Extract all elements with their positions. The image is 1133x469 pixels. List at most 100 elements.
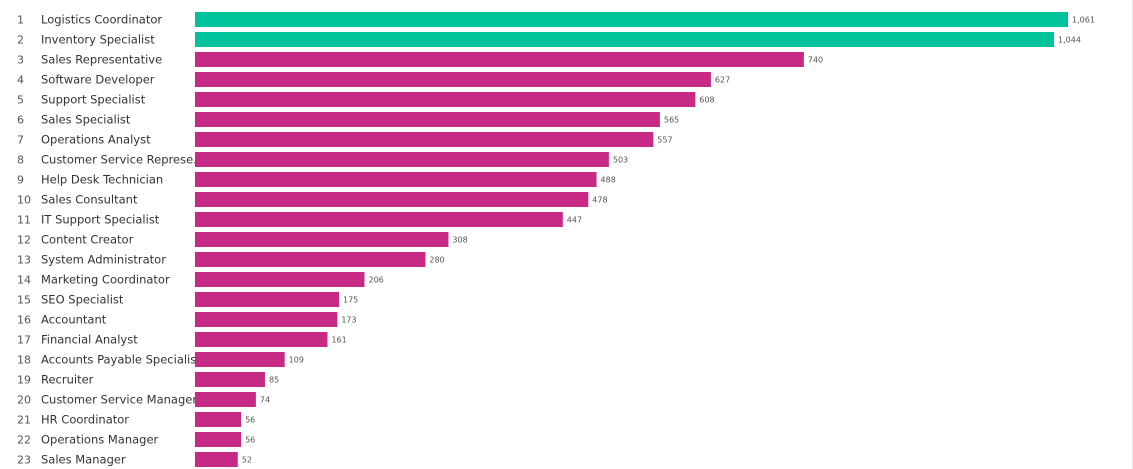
- value-label: 503: [613, 156, 628, 165]
- bar[interactable]: [195, 272, 365, 287]
- rank-label: 9: [17, 174, 24, 187]
- value-label: 1,061: [1072, 16, 1095, 25]
- bar[interactable]: [195, 452, 238, 467]
- category-label: Accountant: [41, 313, 107, 327]
- bar[interactable]: [195, 412, 242, 427]
- value-label: 173: [341, 316, 356, 325]
- value-label: 557: [657, 136, 672, 145]
- category-label: HR Coordinator: [41, 413, 129, 427]
- bar-row: 4 Software Developer 627: [17, 72, 730, 87]
- bar-row: 1 Logistics Coordinator 1,061: [17, 12, 1095, 27]
- category-label: Sales Specialist: [41, 113, 131, 127]
- rank-label: 14: [17, 274, 31, 287]
- bar[interactable]: [195, 392, 256, 407]
- category-label: Accounts Payable Specialist: [41, 353, 201, 367]
- value-label: 478: [592, 196, 607, 205]
- bar[interactable]: [195, 332, 328, 347]
- rank-label: 4: [17, 74, 24, 87]
- rank-label: 16: [17, 314, 31, 327]
- rank-label: 21: [17, 414, 31, 427]
- rank-label: 5: [17, 94, 24, 107]
- bar[interactable]: [195, 372, 265, 387]
- value-label: 52: [242, 456, 252, 465]
- bar[interactable]: [195, 52, 804, 67]
- bar[interactable]: [195, 92, 696, 107]
- bar-row: 23 Sales Manager 52: [17, 452, 252, 467]
- category-label: Sales Manager: [41, 453, 126, 467]
- bar[interactable]: [195, 252, 426, 267]
- rank-label: 20: [17, 394, 31, 407]
- rank-label: 17: [17, 334, 31, 347]
- value-label: 85: [269, 376, 279, 385]
- bar-row: 2 Inventory Specialist 1,044: [17, 32, 1081, 47]
- rank-label: 18: [17, 354, 31, 367]
- category-label: Marketing Coordinator: [41, 273, 170, 287]
- bar[interactable]: [195, 192, 589, 207]
- bar-row: 12 Content Creator 308: [17, 232, 468, 247]
- value-label: 280: [429, 256, 444, 265]
- bar-row: 18 Accounts Payable Specialist 109: [17, 352, 304, 367]
- category-label: Support Specialist: [41, 93, 146, 107]
- bar-row: 20 Customer Service Manager 74: [17, 392, 270, 407]
- bar-row: 22 Operations Manager 56: [17, 432, 255, 447]
- rank-label: 22: [17, 434, 31, 447]
- value-label: 56: [245, 416, 255, 425]
- bar-row: 11 IT Support Specialist 447: [17, 212, 582, 227]
- bar-row: 19 Recruiter 85: [17, 372, 279, 387]
- rank-label: 2: [17, 34, 24, 47]
- value-label: 109: [289, 356, 304, 365]
- rank-label: 8: [17, 154, 24, 167]
- bar-row: 9 Help Desk Technician 488: [17, 172, 616, 187]
- rank-label: 6: [17, 114, 24, 127]
- category-label: Help Desk Technician: [41, 173, 163, 187]
- value-label: 627: [715, 76, 730, 85]
- bar[interactable]: [195, 292, 339, 307]
- category-label: Recruiter: [41, 373, 94, 387]
- category-label: Customer Service Represe..: [41, 153, 200, 167]
- category-label: Software Developer: [41, 73, 155, 87]
- value-label: 565: [664, 116, 679, 125]
- bar[interactable]: [195, 72, 711, 87]
- category-label: Sales Consultant: [41, 193, 138, 207]
- value-label: 56: [245, 436, 255, 445]
- value-label: 74: [260, 396, 270, 405]
- category-label: Sales Representative: [41, 53, 162, 67]
- bar-row: 8 Customer Service Represe.. 503: [17, 152, 628, 167]
- bar[interactable]: [195, 352, 285, 367]
- bar[interactable]: [195, 152, 609, 167]
- bar[interactable]: [195, 12, 1068, 27]
- bar-row: 13 System Administrator 280: [17, 252, 445, 267]
- bar-row: 17 Financial Analyst 161: [17, 332, 347, 347]
- bar[interactable]: [195, 432, 242, 447]
- value-label: 1,044: [1058, 36, 1081, 45]
- rank-label: 13: [17, 254, 31, 267]
- value-label: 206: [368, 276, 383, 285]
- bar-row: 5 Support Specialist 608: [17, 92, 715, 107]
- bar[interactable]: [195, 172, 597, 187]
- category-label: SEO Specialist: [41, 293, 124, 307]
- bar-row: 21 HR Coordinator 56: [17, 412, 255, 427]
- value-label: 175: [343, 296, 358, 305]
- rank-label: 23: [17, 454, 31, 467]
- rank-label: 1: [17, 14, 24, 27]
- category-label: Inventory Specialist: [41, 33, 155, 47]
- value-label: 608: [699, 96, 714, 105]
- value-label: 447: [567, 216, 582, 225]
- bar[interactable]: [195, 212, 563, 227]
- value-label: 161: [331, 336, 346, 345]
- category-label: Content Creator: [41, 233, 134, 247]
- rank-label: 7: [17, 134, 24, 147]
- category-label: Operations Analyst: [41, 133, 151, 147]
- bar[interactable]: [195, 132, 654, 147]
- rank-label: 11: [17, 214, 31, 227]
- bar[interactable]: [195, 32, 1055, 47]
- rank-label: 12: [17, 234, 31, 247]
- category-label: System Administrator: [41, 253, 166, 267]
- bar[interactable]: [195, 232, 449, 247]
- bar-row: 7 Operations Analyst 557: [17, 132, 673, 147]
- bar[interactable]: [195, 312, 338, 327]
- value-label: 308: [452, 236, 467, 245]
- bar[interactable]: [195, 112, 660, 127]
